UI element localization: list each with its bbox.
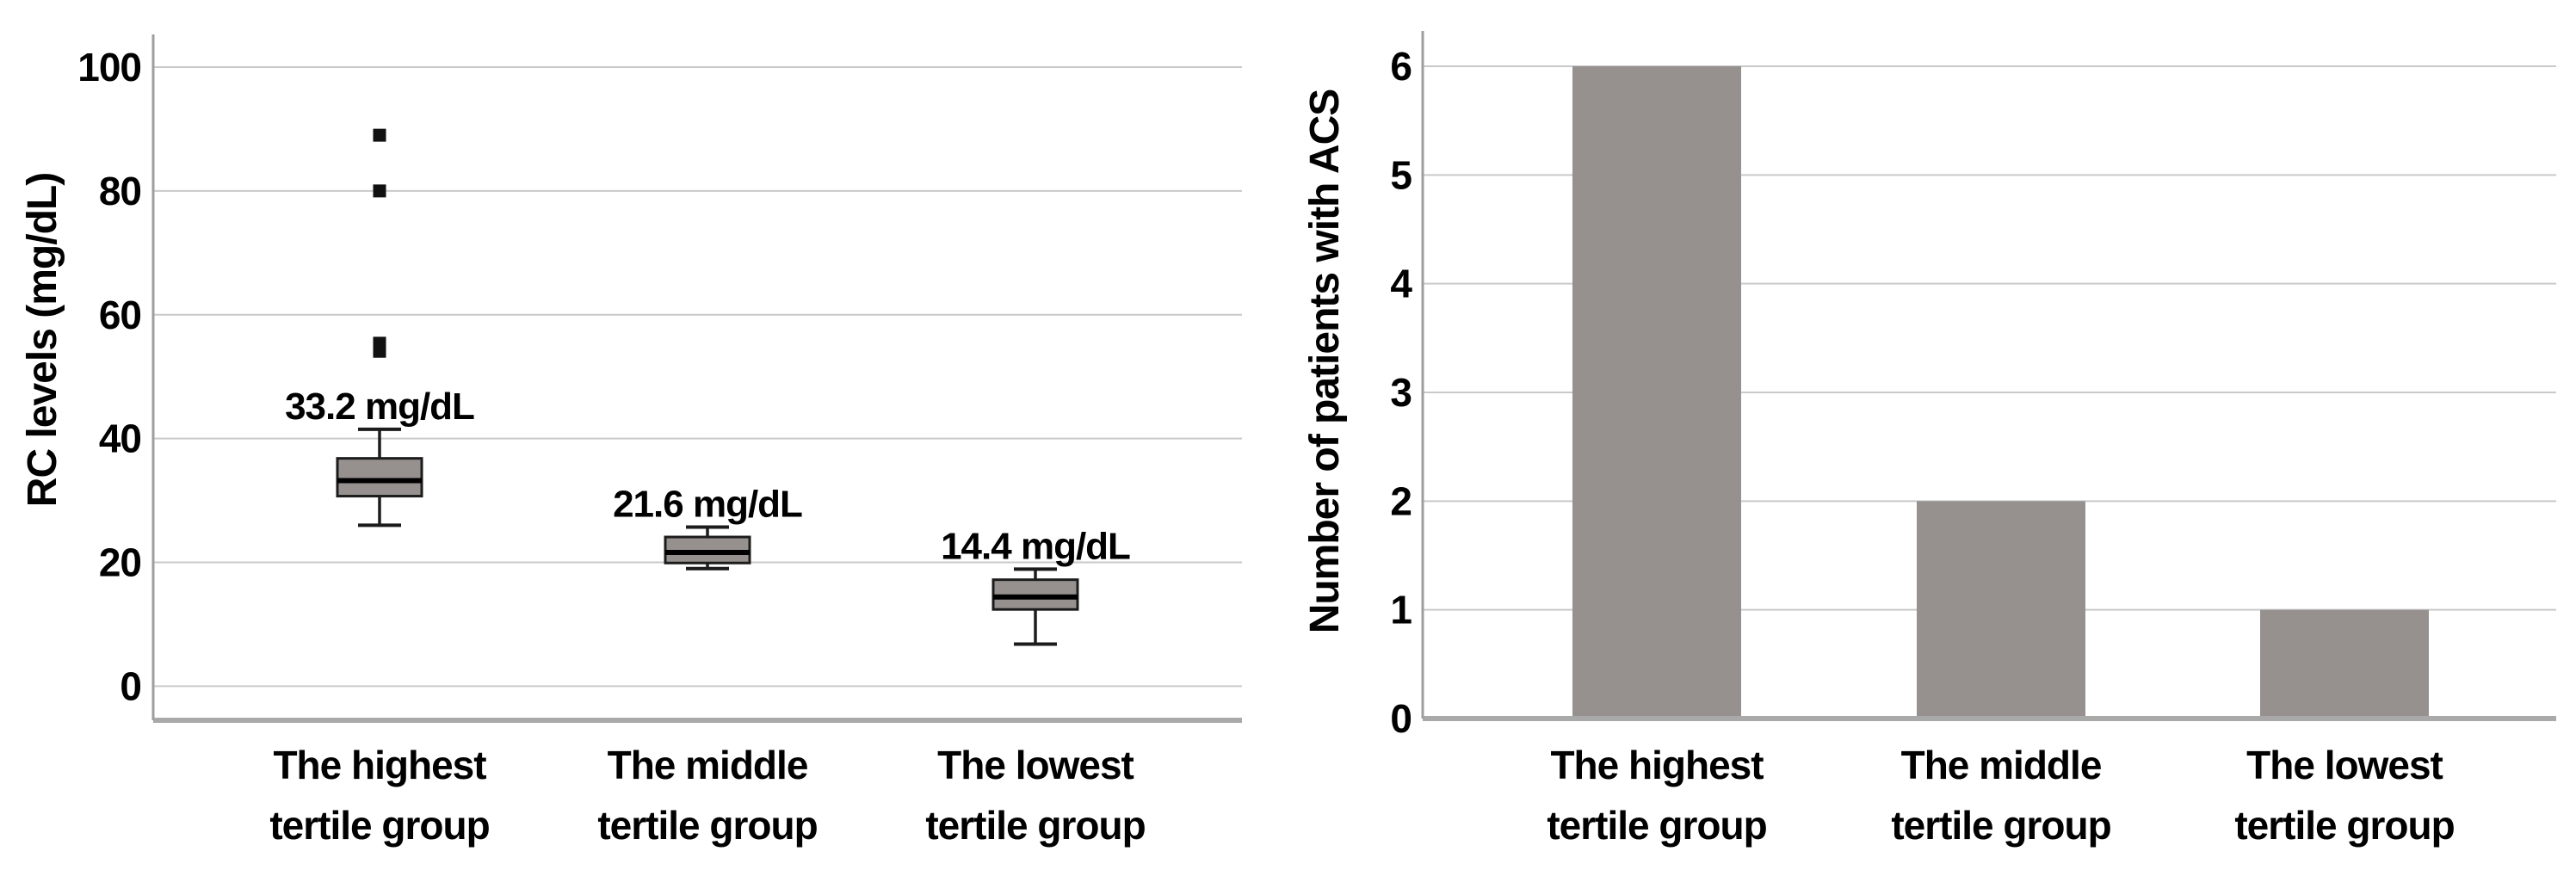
- category-label: The highest: [273, 743, 486, 787]
- rc-levels-boxplot-panel: 0 20 40 60 80 100 33.2 mg/dL 21.6 mg/dL 14.4 mg/…: [77, 34, 1242, 848]
- median-annotation: 33.2 mg/dL: [285, 386, 474, 428]
- y-tick-label: 100: [77, 45, 141, 89]
- y-tick-label: 40: [99, 416, 141, 461]
- box-3: 14.4 mg/dL: [941, 525, 1131, 646]
- y-tick-label: 0: [120, 663, 141, 708]
- y-tick-label: 4: [1390, 262, 1412, 306]
- y-tick-label: 5: [1390, 152, 1412, 197]
- y-tick-label: 60: [99, 293, 141, 337]
- y-tick-label: 20: [99, 540, 141, 585]
- bar-1: [1572, 66, 1741, 719]
- outlier-point: [373, 336, 386, 350]
- box-2: 21.6 mg/dL: [613, 484, 803, 571]
- acs-bar-panel: 0 1 2 3 4 5 6 The highest tertile group The middl…: [1390, 31, 2556, 848]
- category-label: The middle: [1901, 743, 2102, 787]
- bar-2: [1917, 501, 2085, 719]
- y-tick-label: 6: [1390, 44, 1412, 89]
- y-tick-label: 0: [1390, 696, 1412, 741]
- median-annotation: 14.4 mg/dL: [941, 525, 1130, 567]
- median-annotation: 21.6 mg/dL: [613, 484, 802, 526]
- iqr-box: [336, 457, 423, 498]
- y-tick-label: 80: [99, 169, 141, 213]
- category-label: tertile group: [1547, 803, 1766, 848]
- category-label: tertile group: [2234, 803, 2454, 848]
- category-label: tertile group: [925, 803, 1145, 848]
- category-label: tertile group: [1891, 803, 2110, 848]
- category-label: The lowest: [937, 743, 1134, 787]
- category-label: The highest: [1550, 743, 1764, 787]
- y-tick-label: 3: [1390, 370, 1412, 415]
- left-y-axis-title: RC levels (mg/dL): [20, 172, 65, 508]
- category-label: tertile group: [269, 803, 489, 848]
- right-y-axis-title: Number of patients with ACS: [1302, 89, 1348, 634]
- category-label: tertile group: [597, 803, 817, 848]
- y-tick-label: 2: [1390, 478, 1412, 523]
- outlier-point: [373, 128, 386, 142]
- y-tick-label: 1: [1390, 588, 1412, 632]
- outlier-point: [373, 184, 386, 198]
- category-label: The middle: [608, 743, 808, 787]
- category-label: The lowest: [2246, 743, 2443, 787]
- bar-3: [2260, 609, 2429, 719]
- box-1: 33.2 mg/dL: [285, 128, 475, 528]
